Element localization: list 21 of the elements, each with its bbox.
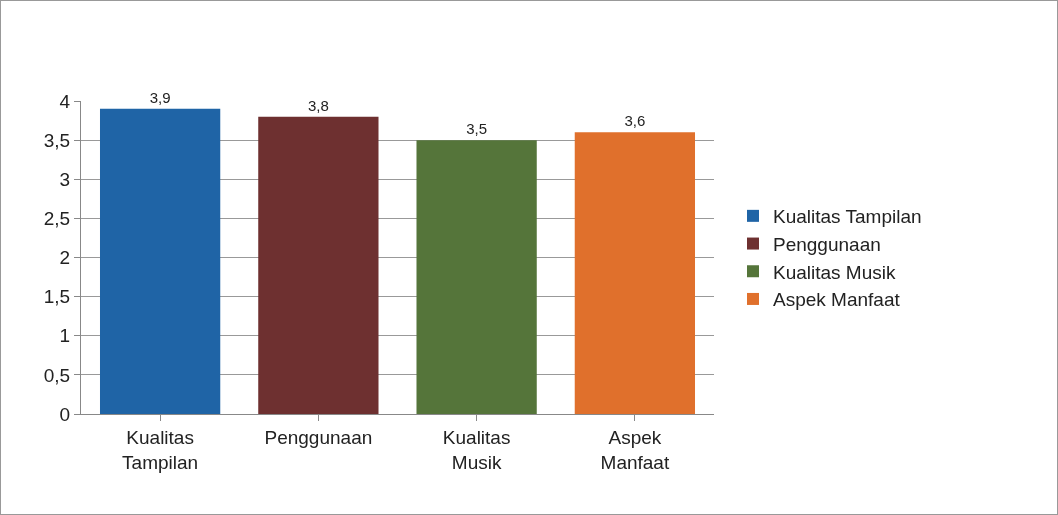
x-tick-label: Kualitas Tampilan [122,426,199,473]
legend-label: Penggunaan [772,233,881,255]
legend-label: Kualitas Musik [772,261,896,283]
legend-label: Kualitas Tampilan [772,206,922,228]
x-tick-label: Aspek Manfaat [600,426,670,473]
y-tick-label: 3,5 [43,129,71,151]
data-label: 3,5 [466,120,488,138]
legend-label: Aspek Manfaat [772,289,901,311]
y-tick-label: 2,5 [43,208,71,230]
y-tick-label: 2 [59,247,71,269]
x-tick-label: Penggunaan [264,426,373,448]
y-tick-label: 3 [59,168,71,190]
data-label: 3,6 [624,112,646,130]
data-label: 3,9 [149,88,171,106]
y-tick-label: 4 [59,90,71,112]
y-tick-label: 0 [59,403,71,425]
y-tick-label: 1 [59,325,71,347]
data-label: 3,8 [307,96,329,114]
y-tick-label: 0,5 [43,364,71,386]
y-tick-label: 1,5 [43,286,71,308]
x-tick-label: Kualitas Musik [442,426,511,473]
